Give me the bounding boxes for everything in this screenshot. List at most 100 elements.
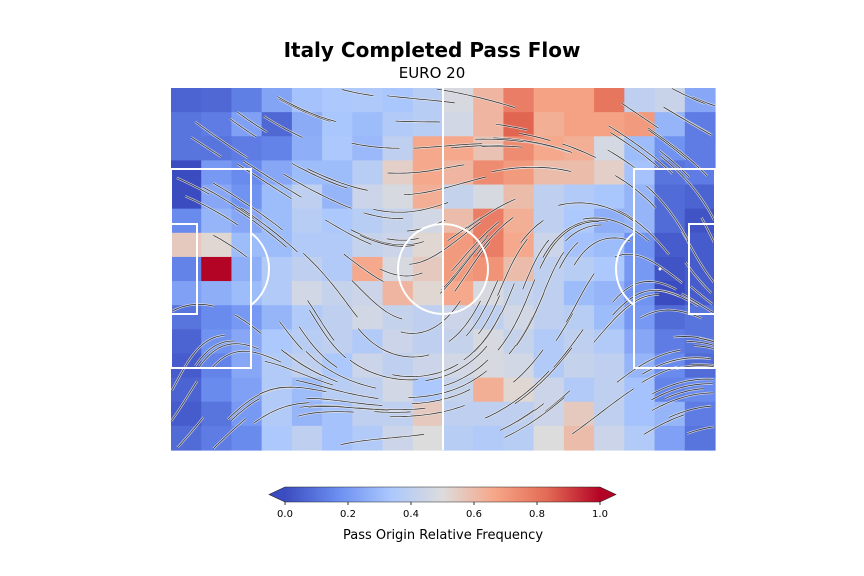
flow-streamline xyxy=(643,414,684,435)
flow-streamline xyxy=(263,116,303,138)
heatmap-cell xyxy=(594,353,625,379)
heatmap-cell xyxy=(594,425,625,451)
flow-streamline xyxy=(277,96,337,122)
heatmap-cell xyxy=(412,425,444,451)
flow-streamline xyxy=(615,175,656,209)
heatmap-cell xyxy=(322,136,353,161)
colorbar-min-extend xyxy=(269,487,285,502)
flow-streamline xyxy=(400,300,461,334)
flow-streamline xyxy=(539,221,599,269)
heatmap-cell xyxy=(261,353,293,379)
flow-streamline xyxy=(659,150,690,178)
flow-streamline xyxy=(652,378,714,395)
flow-streamline xyxy=(565,224,602,242)
flow-streamline xyxy=(690,286,713,305)
flow-streamline xyxy=(493,137,573,153)
heatmap-cell xyxy=(624,401,656,427)
heatmap-cell xyxy=(624,208,656,234)
flow-streamline xyxy=(504,166,569,172)
flow-streamline xyxy=(176,177,210,195)
flow-streamline xyxy=(307,300,335,341)
heatmap-cell xyxy=(533,112,565,137)
heatmap-cell xyxy=(443,232,474,258)
left-penalty-arc xyxy=(250,232,270,306)
flow-streamline xyxy=(651,383,713,401)
flow-streamline xyxy=(363,212,404,219)
heatmap-cell xyxy=(533,160,565,186)
flow-streamline xyxy=(701,217,715,243)
flow-streamline xyxy=(497,238,528,296)
flow-streamline xyxy=(235,208,287,248)
heatmap-cell xyxy=(382,112,414,137)
heatmap-cell xyxy=(231,232,263,258)
flow-streamline xyxy=(466,280,499,337)
heatmap-cell xyxy=(503,112,535,137)
heatmap-cell xyxy=(473,160,505,186)
flow-streamline xyxy=(351,142,400,149)
flow-streamline xyxy=(229,118,257,138)
flow-streamline xyxy=(610,132,660,168)
flow-streamline xyxy=(308,406,389,411)
flow-streamline xyxy=(671,88,705,104)
heatmap-cell xyxy=(231,353,263,379)
flow-streamline xyxy=(573,237,632,266)
flow-streamline xyxy=(213,234,248,258)
flow-streamline xyxy=(513,349,544,383)
heatmap-cell xyxy=(382,401,414,427)
colorbar: 0.0 0.2 0.4 0.6 0.8 1.0 xyxy=(268,486,617,520)
heatmap-cell xyxy=(201,305,233,330)
flow-streamline xyxy=(467,198,516,229)
heatmap-cell xyxy=(443,112,474,137)
heatmap-cell xyxy=(563,160,595,186)
heatmap-cell xyxy=(684,160,716,186)
flow-streamline xyxy=(612,289,680,316)
flow-streamline xyxy=(555,313,574,341)
flow-streamline xyxy=(698,337,715,343)
heatmap-cell xyxy=(624,305,656,330)
flow-streamline xyxy=(237,111,268,133)
heatmap-cell xyxy=(533,88,565,113)
heatmap-cell xyxy=(352,136,384,161)
heatmap-cell xyxy=(171,160,202,186)
flow-streamline xyxy=(360,234,415,247)
heatmap-cell xyxy=(473,184,505,210)
heatmap-cell xyxy=(352,329,384,355)
heatmap-cell xyxy=(201,256,233,282)
heatmap-cell xyxy=(322,305,353,330)
left-six-yard-box xyxy=(170,223,198,315)
heatmap-cell xyxy=(443,208,474,234)
flow-streamline xyxy=(553,329,584,368)
flow-streamline xyxy=(451,221,500,272)
heatmap-cell xyxy=(533,281,565,306)
heatmap-cell xyxy=(352,112,384,137)
heatmap-cell xyxy=(624,329,656,355)
heatmap-cell xyxy=(563,256,595,282)
flow-streamline xyxy=(522,239,550,290)
chart-title: Italy Completed Pass Flow xyxy=(283,38,581,62)
heatmap-cell xyxy=(654,425,686,451)
flow-streamline xyxy=(694,345,715,350)
heatmap-cell xyxy=(503,232,535,258)
flow-streamline xyxy=(439,237,487,294)
heatmap-cell xyxy=(443,401,474,427)
heatmap-cell xyxy=(624,377,656,403)
flow-streamline xyxy=(387,169,440,174)
flow-streamline xyxy=(212,182,283,231)
flow-streamline xyxy=(283,173,352,209)
heatmap-cell xyxy=(382,184,414,210)
heatmap-cell xyxy=(261,425,293,451)
flow-streamline xyxy=(478,295,501,335)
colorbar-tick-label: 0.2 xyxy=(340,509,356,520)
flow-streamline xyxy=(612,281,677,303)
flow-streamline xyxy=(374,411,411,413)
heatmap-cell xyxy=(563,184,595,210)
flow-streamline xyxy=(413,143,482,149)
flow-streamline xyxy=(621,103,659,129)
flow-streamline xyxy=(404,176,487,196)
heatmap-cell xyxy=(352,208,384,234)
heatmap-cell xyxy=(261,305,293,330)
heatmap-cell xyxy=(594,232,625,258)
flow-streamline xyxy=(520,220,544,244)
heatmap-cell xyxy=(231,305,263,330)
